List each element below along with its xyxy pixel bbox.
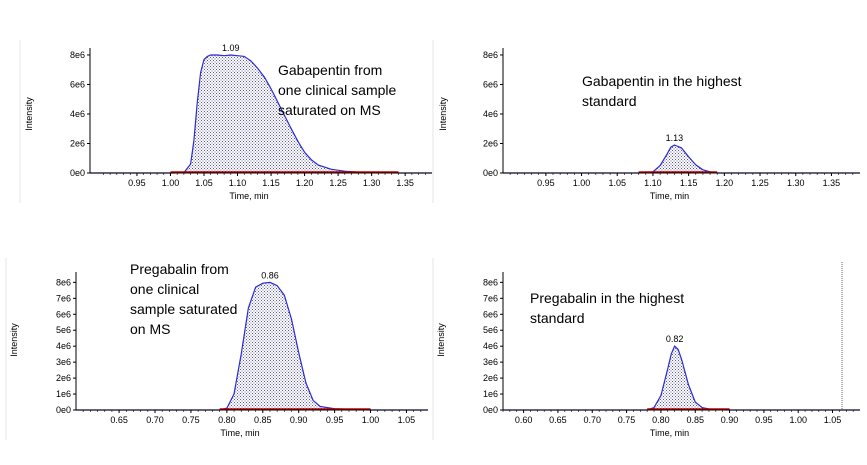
y-tick-label: 6e6 (70, 79, 85, 89)
x-tick-label: 1.00 (789, 415, 807, 425)
y-tick-label: 2e6 (483, 373, 498, 383)
x-tick-label: 0.85 (254, 415, 272, 425)
y-tick-label: 8e6 (56, 277, 71, 287)
x-tick-label: 0.75 (182, 415, 200, 425)
y-tick-label: 4e6 (56, 341, 71, 351)
x-tick-label: 1.10 (644, 178, 662, 188)
x-tick-label: 0.95 (326, 415, 344, 425)
annotation-pregabalin-clinical: Pregabalin from one clinical sample satu… (130, 261, 238, 337)
y-tick-label: 5e6 (56, 325, 71, 335)
x-tick-label: 0.85 (686, 415, 704, 425)
x-tick-label: 1.35 (823, 178, 841, 188)
x-tick-label: 1.05 (608, 178, 626, 188)
x-tick-label: 0.60 (515, 415, 533, 425)
peak-area-fill (90, 55, 432, 173)
x-tick-label: 1.20 (296, 178, 314, 188)
x-tick-label: 1.05 (824, 415, 842, 425)
x-axis-title: Time, min (220, 428, 259, 438)
x-tick-label: 1.15 (262, 178, 280, 188)
x-tick-label: 0.90 (721, 415, 739, 425)
y-tick-label: 6e6 (56, 309, 71, 319)
y-tick-label: 4e6 (483, 109, 498, 119)
y-axis-title: Intensity (436, 323, 446, 357)
y-tick-label: 3e6 (56, 357, 71, 367)
x-tick-label: 1.25 (751, 178, 769, 188)
annotation-gabapentin-standard: Gabapentin in the highest standard (582, 73, 742, 109)
y-tick-label: 5e6 (483, 325, 498, 335)
x-tick-label: 1.25 (329, 178, 347, 188)
y-axis-title: Intensity (438, 97, 448, 131)
y-tick-label: 0e0 (483, 405, 498, 415)
x-tick-label: 1.00 (362, 415, 380, 425)
chromatogram-trace (76, 281, 428, 411)
x-tick-label: 0.70 (583, 415, 601, 425)
y-tick-label: 4e6 (70, 109, 85, 119)
x-tick-label: 1.00 (162, 178, 180, 188)
x-axis-title: Time, min (229, 191, 268, 201)
y-tick-label: 6e6 (483, 79, 498, 89)
y-tick-label: 8e6 (483, 50, 498, 60)
x-axis-title: Time, min (650, 428, 689, 438)
y-tick-label: 7e6 (56, 293, 71, 303)
x-tick-label: 0.95 (537, 178, 555, 188)
peak-retention-time-label: 0.86 (261, 270, 279, 280)
x-tick-label: 0.90 (290, 415, 308, 425)
y-tick-label: 1e6 (483, 389, 498, 399)
x-axis-title: Time, min (650, 191, 689, 201)
y-tick-label: 8e6 (70, 50, 85, 60)
y-axis-title: Intensity (24, 97, 34, 131)
x-tick-label: 1.30 (787, 178, 805, 188)
x-tick-label: 1.00 (573, 178, 591, 188)
y-tick-label: 3e6 (483, 357, 498, 367)
x-tick-label: 0.65 (110, 415, 128, 425)
peak-retention-time-label: 1.09 (222, 43, 240, 53)
y-axis-title: Intensity (9, 323, 19, 357)
y-tick-label: 0e0 (56, 405, 71, 415)
x-tick-label: 0.70 (146, 415, 164, 425)
peak-retention-time-label: 0.82 (666, 334, 684, 344)
x-tick-label: 0.80 (652, 415, 670, 425)
x-tick-label: 1.10 (229, 178, 247, 188)
x-tick-label: 1.05 (398, 415, 416, 425)
x-tick-label: 1.30 (363, 178, 381, 188)
y-tick-label: 2e6 (70, 138, 85, 148)
y-tick-label: 8e6 (483, 277, 498, 287)
peak-area-fill (503, 145, 860, 173)
peak-retention-time-label: 1.13 (666, 133, 684, 143)
x-tick-label: 1.35 (396, 178, 414, 188)
y-tick-label: 2e6 (56, 373, 71, 383)
peak-area-fill (76, 282, 428, 410)
y-tick-label: 2e6 (483, 138, 498, 148)
y-tick-label: 4e6 (483, 341, 498, 351)
chromatogram-trace (90, 54, 432, 174)
x-tick-label: 0.95 (128, 178, 146, 188)
x-tick-label: 1.15 (680, 178, 698, 188)
peak-area-fill (503, 346, 860, 410)
y-tick-label: 1e6 (56, 389, 71, 399)
x-tick-label: 0.95 (755, 415, 773, 425)
annotation-gabapentin-clinical: Gabapentin from one clinical sample satu… (278, 62, 397, 118)
y-tick-label: 0e0 (483, 168, 498, 178)
x-tick-label: 1.20 (716, 178, 734, 188)
y-tick-label: 6e6 (483, 309, 498, 319)
x-tick-label: 1.05 (195, 178, 213, 188)
x-tick-label: 0.65 (549, 415, 567, 425)
x-tick-label: 0.80 (218, 415, 236, 425)
annotation-pregabalin-standard: Pregabalin in the highest standard (530, 290, 685, 326)
y-tick-label: 0e0 (70, 168, 85, 178)
x-tick-label: 0.75 (618, 415, 636, 425)
y-tick-label: 7e6 (483, 293, 498, 303)
